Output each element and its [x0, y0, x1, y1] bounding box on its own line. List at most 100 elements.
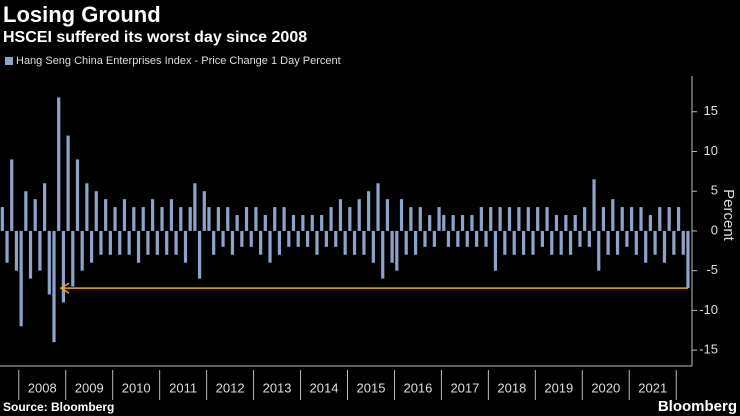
bar — [66, 135, 70, 231]
x-tick-label: 2019 — [544, 380, 573, 395]
bar — [259, 230, 263, 255]
bar — [437, 207, 441, 231]
bar — [352, 230, 357, 255]
bar — [395, 230, 399, 271]
bar — [122, 199, 127, 231]
bar — [273, 207, 277, 231]
bar — [301, 215, 305, 231]
bar — [409, 207, 413, 231]
bar — [179, 207, 183, 231]
bar — [19, 230, 23, 327]
bar — [329, 207, 333, 231]
bar — [324, 230, 328, 247]
x-tick-label: 2014 — [310, 380, 339, 395]
y-tick-label: -10 — [699, 302, 718, 317]
bar — [0, 207, 4, 231]
bar — [193, 183, 197, 231]
bar — [104, 199, 108, 231]
bar — [465, 230, 469, 247]
bar — [611, 199, 615, 231]
bar — [601, 207, 606, 231]
bar — [456, 230, 460, 247]
bar — [568, 230, 573, 255]
x-tick-label: 2010 — [122, 380, 151, 395]
bar — [113, 207, 117, 231]
bar — [212, 230, 216, 255]
bar — [620, 207, 624, 231]
bar — [99, 230, 103, 255]
bar — [85, 183, 89, 231]
bar — [197, 230, 202, 279]
bar — [606, 230, 610, 255]
bar — [667, 207, 671, 231]
legend-label: Hang Seng China Enterprises Index - Pric… — [16, 55, 341, 67]
bar — [282, 207, 286, 231]
bar — [428, 215, 432, 231]
bar — [390, 230, 394, 263]
bar — [639, 207, 643, 231]
bar — [446, 230, 451, 247]
bar — [202, 191, 206, 231]
bar — [686, 230, 690, 289]
bar — [597, 230, 601, 271]
source: Source: Bloomberg — [3, 400, 114, 414]
bar — [540, 230, 544, 247]
bar — [207, 207, 211, 231]
bar — [676, 207, 681, 231]
x-tick-label: 2015 — [357, 380, 386, 395]
x-tick-label: 2008 — [28, 380, 57, 395]
x-tick-label: 2021 — [638, 380, 667, 395]
bar — [305, 230, 310, 247]
bar — [33, 199, 37, 231]
bar — [512, 230, 516, 255]
bar — [263, 215, 267, 231]
bar — [235, 215, 239, 231]
bar — [644, 230, 648, 263]
x-tick-label: 2017 — [450, 380, 479, 395]
bar — [151, 199, 155, 231]
bar — [240, 230, 244, 247]
bar — [385, 199, 390, 231]
bar — [517, 207, 521, 231]
bar — [615, 230, 620, 255]
bar — [188, 207, 192, 231]
bar — [155, 230, 159, 255]
bar — [287, 230, 291, 247]
bar — [381, 230, 385, 279]
bar — [277, 230, 282, 255]
bar — [146, 230, 150, 255]
bar — [169, 199, 174, 231]
bar — [14, 230, 19, 271]
bar — [399, 199, 404, 231]
bar — [587, 230, 591, 247]
bar — [371, 230, 375, 263]
bar — [165, 230, 169, 255]
bar — [216, 207, 220, 231]
bar — [460, 215, 465, 231]
bar — [183, 230, 188, 263]
bar — [423, 230, 427, 247]
bar — [503, 230, 507, 255]
bar — [47, 230, 51, 295]
bar — [24, 191, 28, 231]
x-tick-label: 2012 — [216, 380, 245, 395]
x-tick-label: 2011 — [169, 380, 197, 395]
y-tick-label: 10 — [704, 143, 718, 158]
bar — [5, 230, 9, 263]
bar — [432, 230, 436, 247]
bar — [221, 230, 225, 247]
bar — [94, 191, 98, 231]
bar — [226, 207, 230, 231]
bar — [536, 207, 540, 231]
bar — [343, 230, 347, 255]
bar — [470, 215, 474, 231]
y-axis-label: Percent — [720, 189, 737, 242]
bar — [526, 207, 530, 231]
y-tick-label: -15 — [699, 342, 718, 357]
bar — [658, 207, 662, 231]
bar — [376, 183, 380, 231]
bar — [625, 230, 629, 247]
bar — [348, 207, 352, 231]
